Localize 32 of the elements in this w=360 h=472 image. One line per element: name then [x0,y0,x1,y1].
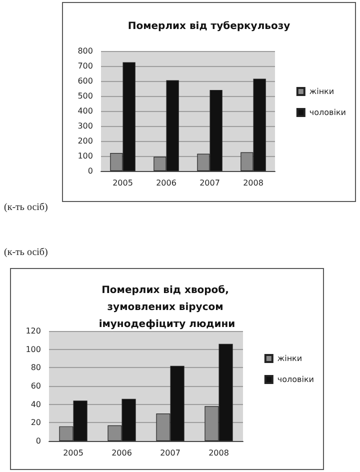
x-tick-label: 2005 [63,448,84,458]
x-tick-label: 2008 [243,178,264,188]
y-tick-label: 600 [78,76,93,86]
y-tick-label: 700 [78,62,93,70]
y-tick-label: 40 [30,400,41,409]
y-tick-label: 500 [78,92,93,100]
y-tick-label: 400 [78,106,93,116]
y-axis-title: (к-ть осіб) [4,247,48,258]
y-tick-label: 0 [88,166,93,176]
y-tick-label: 300 [78,122,93,130]
x-tick-label: 2007 [200,178,220,188]
y-tick-label: 120 [26,326,41,336]
y-tick-label: 20 [30,418,41,428]
y-tick-label: 100 [78,152,93,160]
x-tick-label: 2007 [160,448,180,458]
y-tick-label: 0 [36,436,41,446]
y-tick-label: 80 [30,363,41,372]
legend-label: чоловіки [309,108,346,117]
legend-label: жінки [309,87,334,96]
y-axis-title: (к-ть осіб) [4,202,48,213]
x-tick-label: 2006 [112,448,132,458]
x-tick-label: 2008 [208,448,229,458]
legend-label: жінки [277,354,302,363]
x-tick-label: 2006 [156,178,176,188]
legend-label: чоловіки [277,375,314,384]
x-tick-label: 2005 [112,178,133,188]
y-tick-label: 200 [78,136,93,146]
chart-title: Померлих від хвороб, зумовлених вірусом імунодефіциту людини [98,285,236,330]
y-tick-label: 800 [78,46,93,56]
chart-title: Померлих від туберкульозу [128,21,291,32]
y-tick-label: 100 [26,344,41,354]
y-tick-label: 60 [30,382,41,390]
